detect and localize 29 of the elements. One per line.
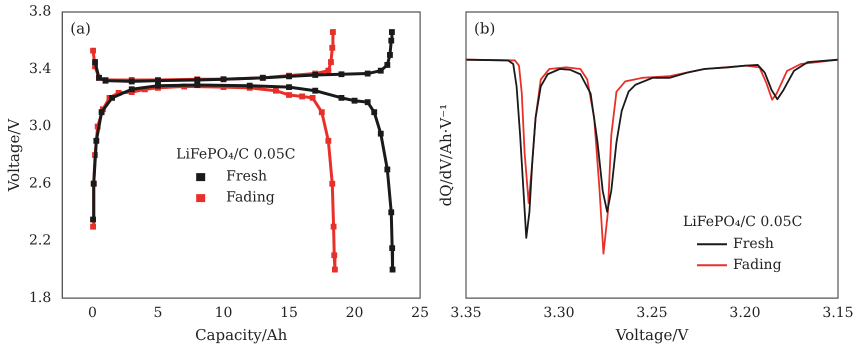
legend-title: LiFePO₄/C 0.05C [176, 146, 296, 163]
y-tick-label: 1.8 [29, 290, 52, 306]
x-tick-label: 0 [88, 305, 97, 322]
legend-label: Fading [226, 190, 275, 206]
annotation: (a) [70, 19, 91, 38]
y-axis-title: dQ/dV/Ah·V⁻¹ [436, 104, 455, 206]
x-tick-label: 3.15 [822, 305, 854, 322]
x-tick-label: 3.25 [636, 305, 668, 322]
legend-title: LiFePO₄/C 0.05C [683, 214, 802, 230]
x-tick-label: 25 [411, 305, 430, 322]
legend-label: Fading [733, 256, 782, 273]
x-tick-label: 5 [153, 305, 162, 322]
y-tick-label: 2.2 [29, 232, 52, 249]
x-tick-label: 10 [214, 305, 232, 322]
x-tick-label: 3.30 [543, 305, 575, 322]
x-tick-label: 15 [280, 305, 298, 322]
x-axis-title: Capacity/Ah [195, 326, 288, 344]
x-tick-label: 3.20 [729, 305, 761, 322]
x-tick-label: 20 [346, 305, 364, 322]
y-tick-label: 3.4 [29, 60, 52, 77]
y-tick-label: 3.0 [29, 118, 52, 134]
legend-label: Fresh [226, 168, 268, 185]
y-tick-label: 3.8 [29, 4, 52, 20]
legend-label: Fresh [733, 236, 774, 252]
y-tick-label: 2.6 [29, 175, 52, 192]
x-axis-title: Voltage/V [614, 326, 690, 344]
x-tick-label: 3.35 [450, 305, 482, 322]
y-axis-title: Voltage/V [4, 118, 23, 192]
text: (b) [474, 19, 496, 38]
